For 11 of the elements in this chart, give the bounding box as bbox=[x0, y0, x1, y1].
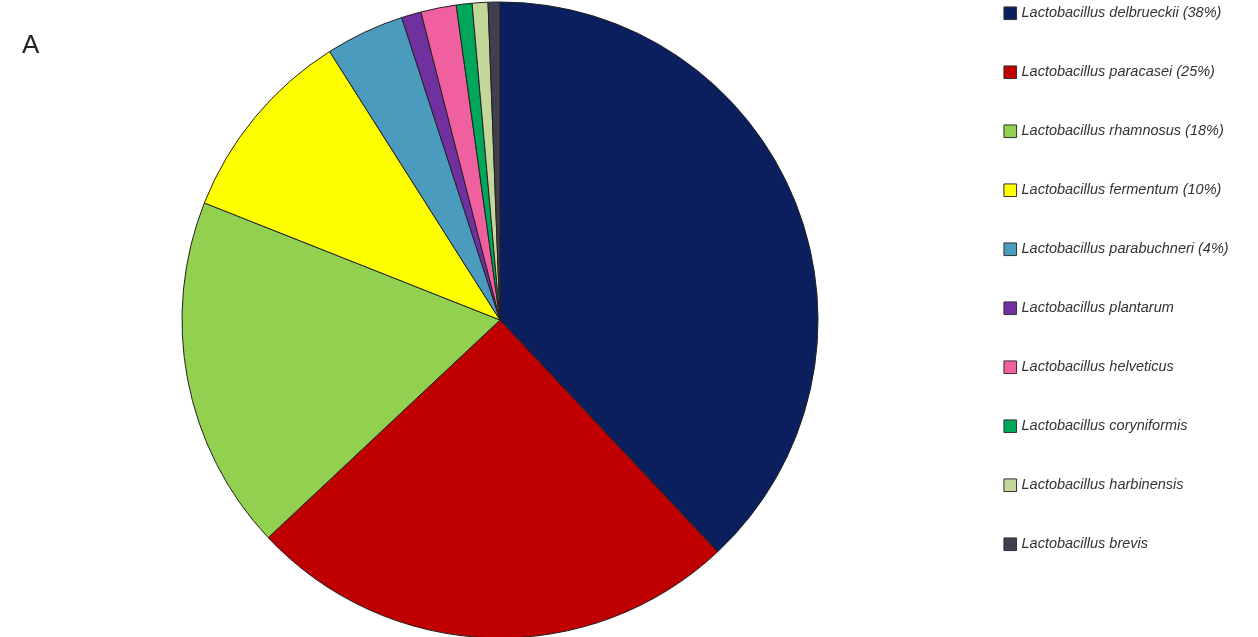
legend-label: Lactobacillus fermentum (10%) bbox=[1021, 181, 1222, 198]
text: A bbox=[22, 29, 40, 59]
legend-label: Lactobacillus rhamnosus (18%) bbox=[1021, 122, 1224, 139]
legend-label: Lactobacillus helveticus bbox=[1021, 358, 1174, 375]
legend-label: Lactobacillus delbrueckii (38%) bbox=[1021, 4, 1222, 21]
legend-label: Lactobacillus paracasei (25%) bbox=[1021, 63, 1215, 80]
legend-label: Lactobacillus parabuchneri (4%) bbox=[1021, 240, 1229, 257]
legend-label: Lactobacillus coryniformis bbox=[1021, 417, 1188, 434]
legend-label: Lactobacillus brevis bbox=[1021, 535, 1149, 552]
legend-label: Lactobacillus plantarum bbox=[1021, 299, 1174, 316]
legend-label: Lactobacillus harbinensis bbox=[1021, 476, 1184, 493]
